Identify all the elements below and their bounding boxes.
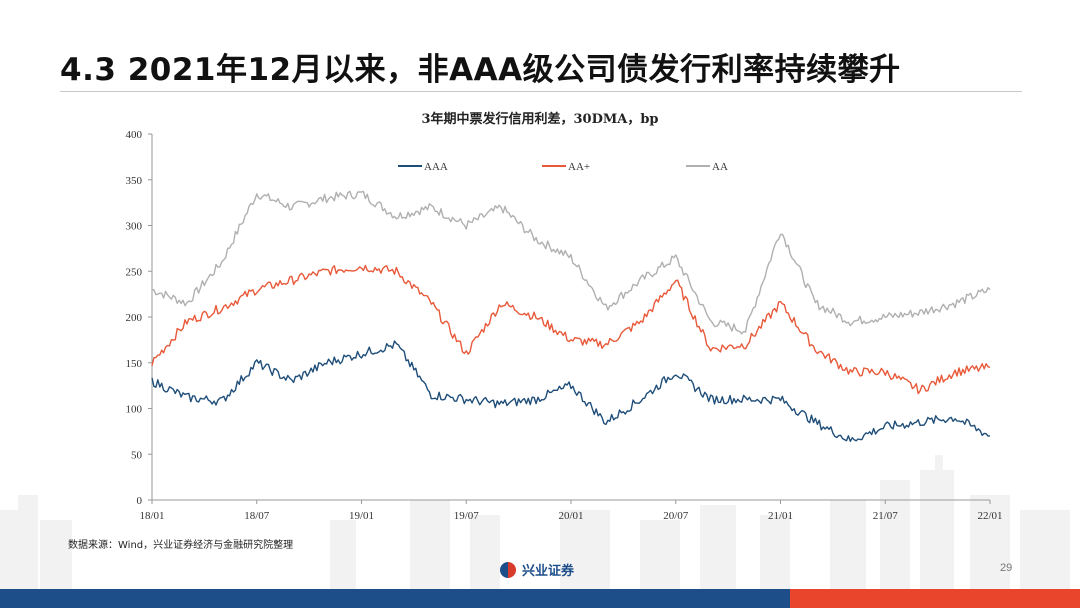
chart-title: 3年期中票发行信用利差，30DMA，bp (421, 112, 659, 127)
chart-axes: 0 50 100 150 200 250 300 350 400 18/01 18/07 19/01 1… (126, 129, 1003, 522)
series-line-aaplus (151, 264, 991, 395)
slide-title: 4.3 2021年12月以来，非AAA级公司债发行利率持续攀升 (60, 52, 901, 88)
chart-legend: AAA AA+ AA (398, 161, 728, 173)
x-tick-label: 20/07 (663, 510, 689, 522)
y-tick-label: 200 (126, 312, 143, 324)
legend-label: AA (712, 161, 728, 173)
x-tick-label: 18/07 (244, 510, 270, 522)
x-tick-label: 22/01 (977, 510, 1002, 522)
x-tick-label: 19/01 (349, 510, 374, 522)
footer-bar-red (790, 589, 1080, 608)
x-tick-label: 20/01 (558, 510, 583, 522)
legend-label: AAA (424, 161, 448, 173)
y-tick-label: 300 (126, 221, 143, 233)
y-tick-label: 150 (126, 358, 143, 370)
series-line-aa (151, 190, 991, 335)
y-tick-label: 400 (126, 129, 143, 141)
logo-mark-icon (500, 561, 516, 578)
legend-label: AA+ (568, 161, 590, 173)
logo-text: 兴业证券 (522, 564, 575, 579)
footer-bar-blue (0, 589, 790, 608)
x-tick-label: 19/07 (454, 510, 480, 522)
y-tick-label: 350 (126, 175, 143, 187)
series-line-aaa (151, 340, 991, 442)
y-tick-label: 100 (126, 404, 143, 416)
y-tick-label: 50 (131, 449, 143, 461)
y-tick-label: 250 (126, 266, 143, 278)
y-tick-label: 0 (137, 495, 143, 507)
title-divider (60, 91, 1022, 92)
chart-series (151, 190, 991, 442)
x-tick-label: 21/01 (768, 510, 793, 522)
data-source-note: 数据来源：Wind，兴业证券经济与金融研究院整理 (68, 540, 294, 551)
line-chart: 0 50 100 150 200 250 300 350 400 18/01 18/07 19/01 1… (126, 129, 1003, 522)
page-number: 29 (1000, 562, 1013, 574)
company-logo: 兴业证券 (500, 560, 574, 579)
x-tick-label: 21/07 (873, 510, 899, 522)
x-tick-label: 18/01 (139, 510, 164, 522)
